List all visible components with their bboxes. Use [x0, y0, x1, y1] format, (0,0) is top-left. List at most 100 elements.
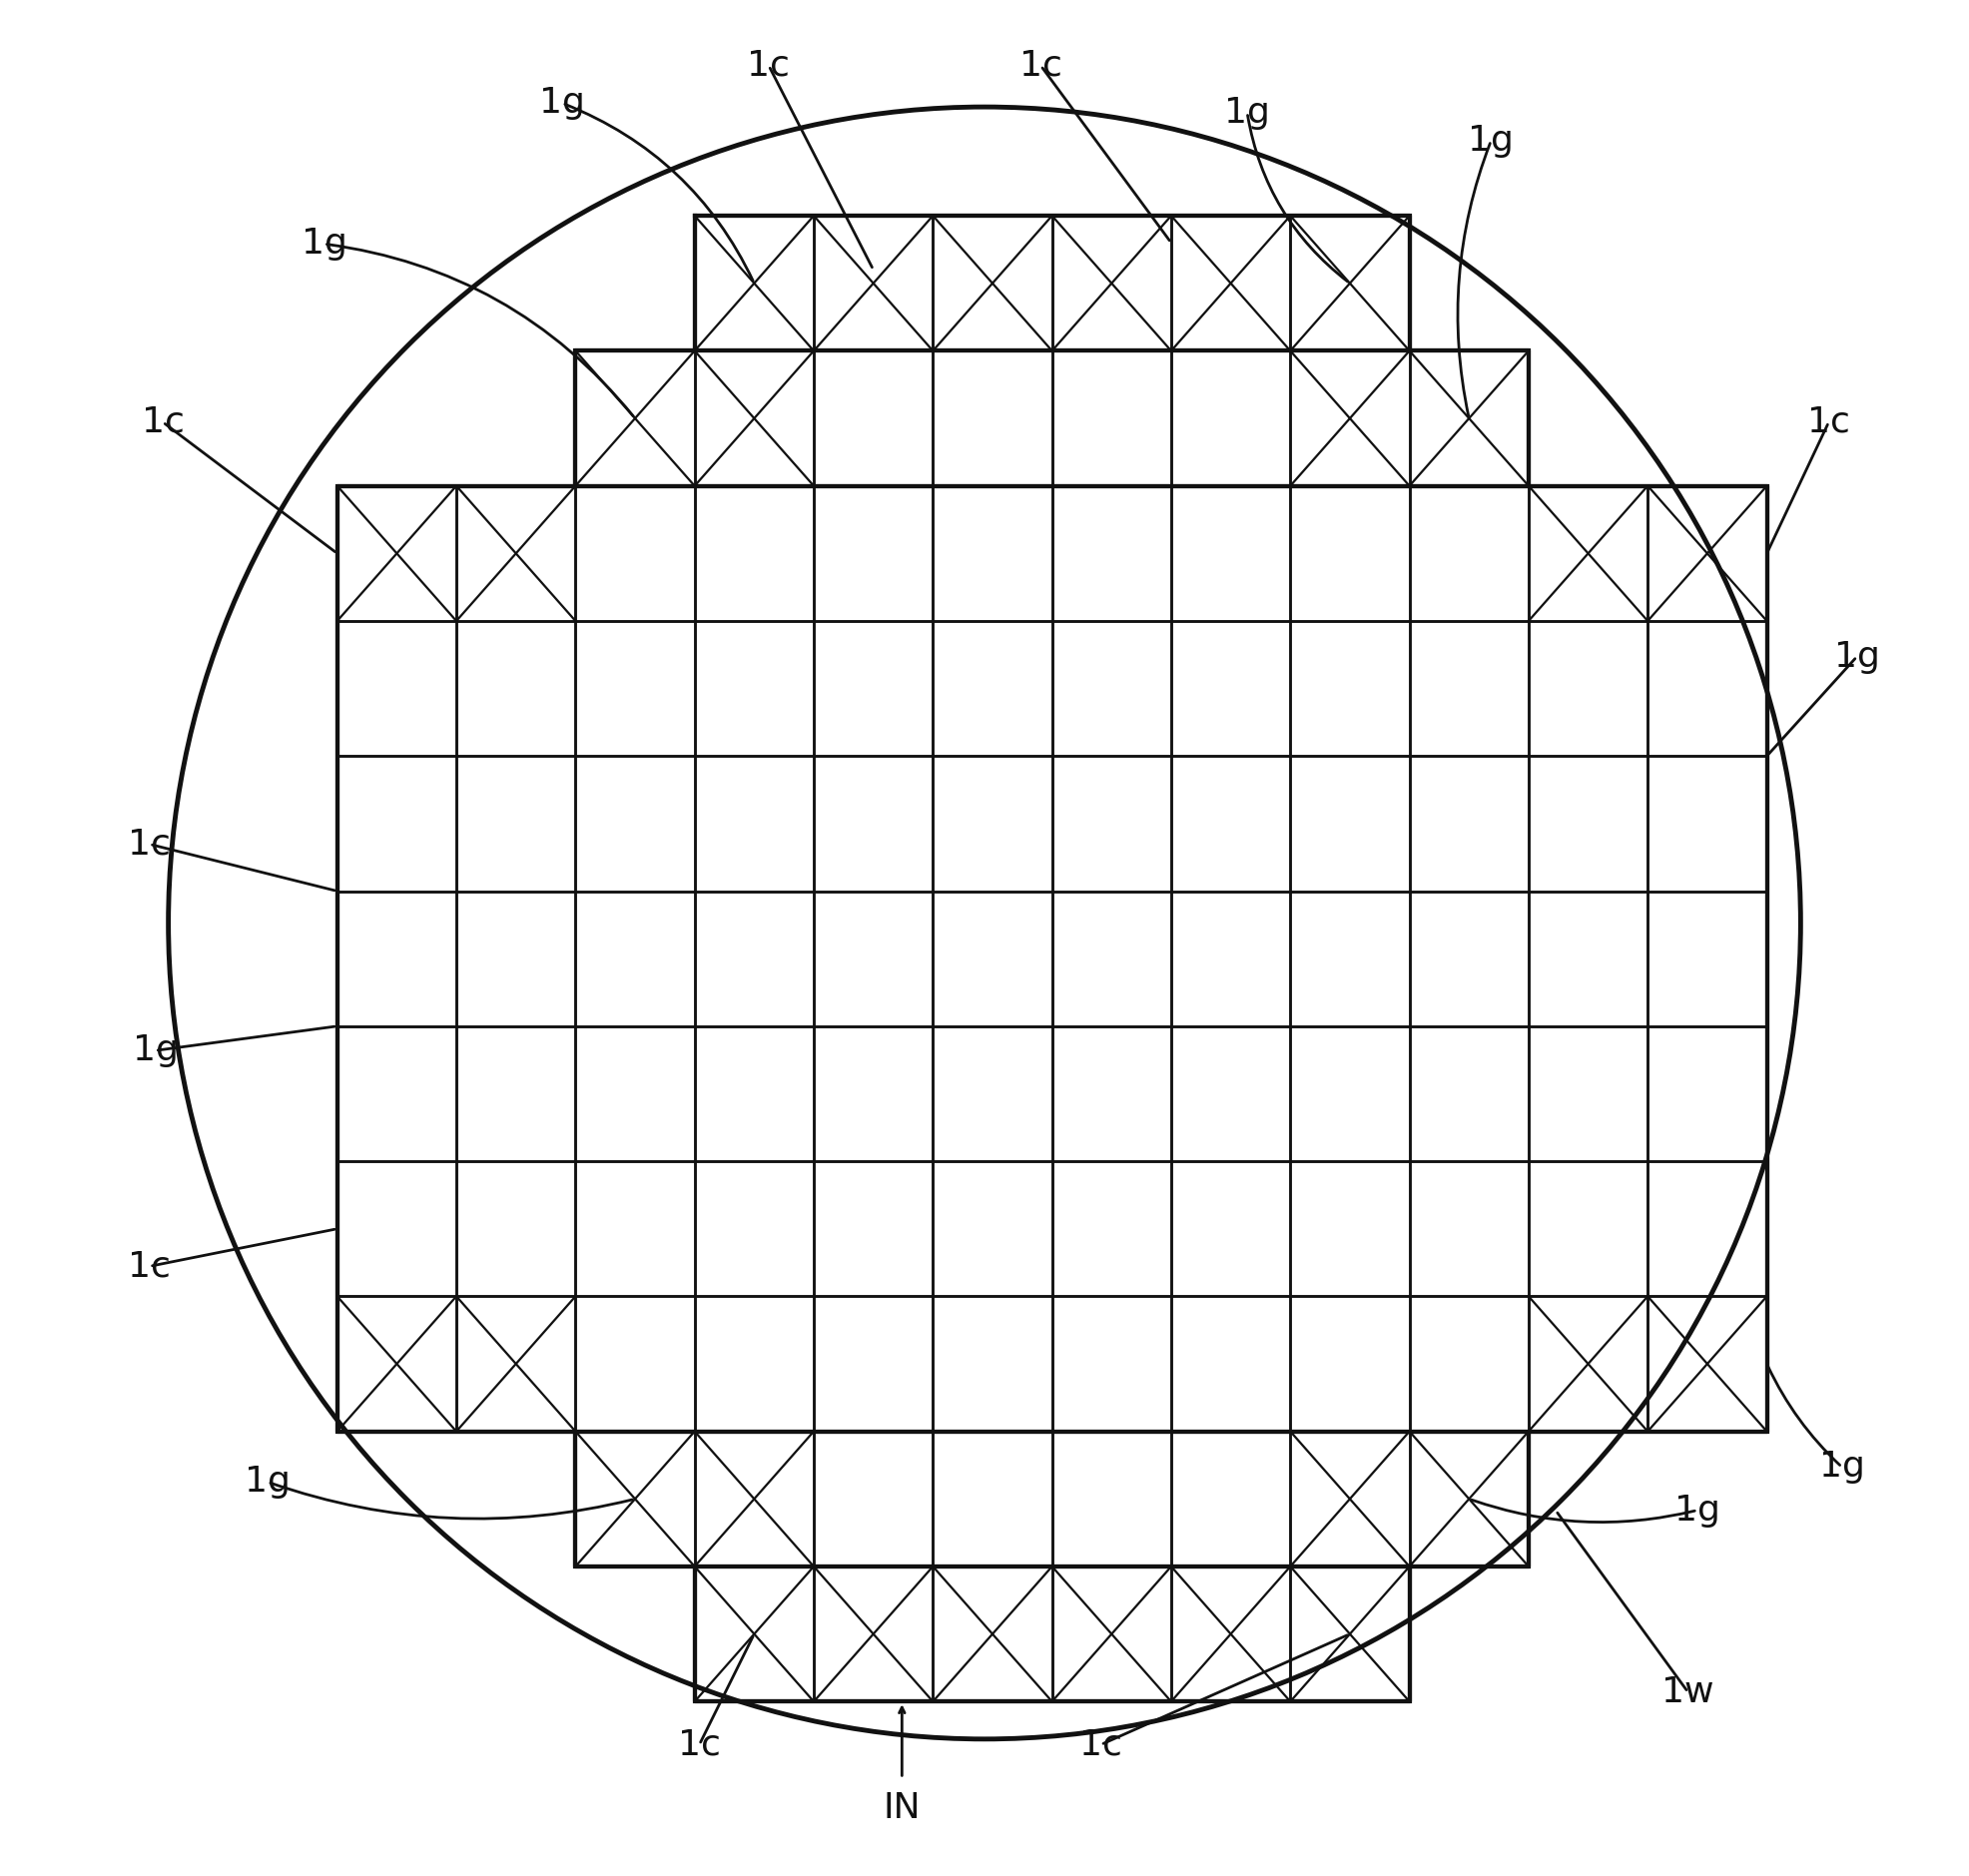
Bar	[695, 891, 813, 1026]
Bar	[1528, 1161, 1648, 1296]
Bar	[457, 1296, 575, 1431]
Bar	[575, 1431, 1528, 1566]
Bar	[813, 756, 933, 891]
Bar	[575, 351, 1528, 486]
Bar	[1172, 351, 1290, 486]
Bar	[1172, 1026, 1290, 1161]
Bar	[933, 1566, 1051, 1702]
Bar	[337, 486, 457, 621]
Text: 1c: 1c	[142, 405, 185, 439]
Bar	[1410, 756, 1528, 891]
Bar	[695, 351, 813, 486]
Bar	[933, 351, 1051, 486]
Text: 1c: 1c	[1079, 1728, 1122, 1762]
Bar	[1648, 1026, 1766, 1161]
Bar	[1648, 756, 1766, 891]
Bar	[695, 756, 813, 891]
Bar	[813, 216, 933, 351]
Bar	[1051, 1026, 1172, 1161]
Bar	[933, 891, 1051, 1026]
Bar	[933, 216, 1051, 351]
Bar	[1528, 486, 1648, 621]
Bar	[813, 891, 933, 1026]
Bar	[813, 1161, 933, 1296]
Bar	[1172, 1566, 1290, 1702]
Bar	[1051, 486, 1172, 621]
Text: 1g: 1g	[132, 1034, 177, 1067]
Bar	[813, 1296, 933, 1431]
Text: 1g: 1g	[1833, 640, 1880, 673]
Bar	[695, 486, 813, 621]
Bar	[813, 1431, 933, 1566]
Bar	[1172, 891, 1290, 1026]
Bar	[575, 1296, 695, 1431]
Bar	[575, 1026, 695, 1161]
Bar	[1410, 486, 1528, 621]
Bar	[1051, 756, 1172, 891]
Bar	[1290, 1161, 1410, 1296]
Bar	[575, 891, 695, 1026]
Text: 1w: 1w	[1662, 1675, 1715, 1709]
Bar	[695, 1161, 813, 1296]
Bar	[1290, 1026, 1410, 1161]
Bar	[457, 891, 575, 1026]
Text: 1g: 1g	[1674, 1493, 1721, 1527]
Bar	[457, 1026, 575, 1161]
Bar	[813, 1566, 933, 1702]
Bar	[695, 1026, 813, 1161]
Bar	[695, 1431, 813, 1566]
Text: 1g: 1g	[244, 1465, 291, 1499]
Bar	[1410, 1431, 1528, 1566]
Bar	[695, 1566, 1410, 1702]
Bar	[1528, 756, 1648, 891]
Bar	[1172, 486, 1290, 621]
Bar	[813, 351, 933, 486]
Bar	[575, 351, 695, 486]
Bar	[1528, 1296, 1648, 1431]
Bar	[1410, 1026, 1528, 1161]
Bar	[1290, 621, 1410, 756]
Bar	[1648, 1296, 1766, 1431]
Bar	[1290, 486, 1410, 621]
Bar	[933, 486, 1051, 621]
Bar	[1528, 891, 1648, 1026]
Bar	[1290, 756, 1410, 891]
Bar	[1051, 1296, 1172, 1431]
Bar	[933, 621, 1051, 756]
Bar	[1172, 1161, 1290, 1296]
Bar	[337, 486, 1766, 1431]
Text: IN: IN	[884, 1792, 921, 1825]
Bar	[1051, 891, 1172, 1026]
Bar	[575, 1161, 695, 1296]
Text: 1g: 1g	[540, 86, 585, 120]
Bar	[695, 621, 813, 756]
Bar	[1528, 621, 1648, 756]
Bar	[337, 621, 457, 756]
Bar	[1410, 1161, 1528, 1296]
Bar	[1410, 1296, 1528, 1431]
Bar	[813, 486, 933, 621]
Bar	[337, 1026, 457, 1161]
Bar	[1051, 1431, 1172, 1566]
Bar	[933, 1296, 1051, 1431]
Bar	[337, 1161, 457, 1296]
Text: 1c: 1c	[1020, 49, 1061, 83]
Bar	[1648, 1161, 1766, 1296]
Bar	[695, 1296, 813, 1431]
Bar	[933, 1026, 1051, 1161]
Text: 1g: 1g	[301, 227, 347, 261]
Bar	[1172, 1296, 1290, 1431]
Bar	[933, 1161, 1051, 1296]
Bar	[457, 1161, 575, 1296]
Bar	[933, 1431, 1051, 1566]
Text: 1c: 1c	[677, 1728, 721, 1762]
Bar	[457, 621, 575, 756]
Bar	[695, 216, 1410, 351]
Bar	[1051, 216, 1172, 351]
Bar	[1290, 216, 1410, 351]
Bar	[695, 216, 813, 351]
Bar	[1648, 891, 1766, 1026]
Bar	[933, 756, 1051, 891]
Bar	[1528, 1026, 1648, 1161]
Bar	[1290, 891, 1410, 1026]
